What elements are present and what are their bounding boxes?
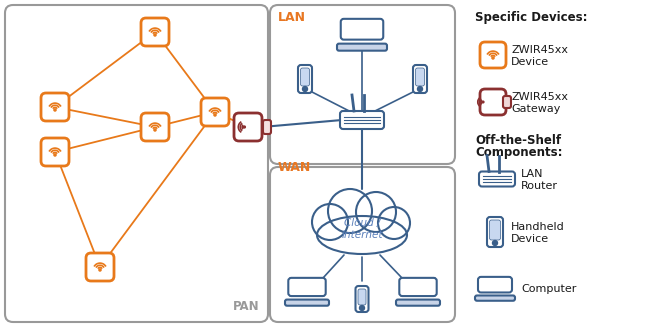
Circle shape xyxy=(378,207,410,239)
Circle shape xyxy=(54,154,56,156)
FancyBboxPatch shape xyxy=(479,171,515,186)
Ellipse shape xyxy=(317,216,407,254)
FancyBboxPatch shape xyxy=(489,220,501,240)
FancyBboxPatch shape xyxy=(478,277,512,292)
FancyBboxPatch shape xyxy=(5,5,268,322)
Circle shape xyxy=(214,114,216,116)
FancyBboxPatch shape xyxy=(396,300,440,306)
FancyBboxPatch shape xyxy=(41,93,69,121)
Text: WAN: WAN xyxy=(278,161,311,174)
Text: ZWIR45xx: ZWIR45xx xyxy=(511,45,568,55)
FancyBboxPatch shape xyxy=(300,68,309,86)
FancyBboxPatch shape xyxy=(86,253,114,281)
FancyBboxPatch shape xyxy=(475,296,515,301)
FancyBboxPatch shape xyxy=(270,5,455,164)
Circle shape xyxy=(357,193,395,231)
FancyBboxPatch shape xyxy=(141,113,169,141)
Circle shape xyxy=(154,34,156,36)
FancyBboxPatch shape xyxy=(355,286,369,312)
Circle shape xyxy=(493,240,497,246)
Circle shape xyxy=(329,190,371,232)
Text: Router: Router xyxy=(521,181,558,191)
Text: PAN: PAN xyxy=(233,300,260,313)
FancyBboxPatch shape xyxy=(141,18,169,46)
Ellipse shape xyxy=(318,217,406,253)
FancyBboxPatch shape xyxy=(341,19,383,40)
Text: Computer: Computer xyxy=(521,284,576,294)
Text: Components:: Components: xyxy=(475,146,562,159)
Circle shape xyxy=(359,305,365,311)
Circle shape xyxy=(492,57,494,59)
FancyBboxPatch shape xyxy=(298,65,312,93)
Circle shape xyxy=(99,269,101,271)
Circle shape xyxy=(54,109,56,111)
Text: LAN: LAN xyxy=(278,11,306,24)
FancyBboxPatch shape xyxy=(413,65,427,93)
Text: Device: Device xyxy=(511,57,549,67)
Text: Device: Device xyxy=(511,234,549,244)
FancyBboxPatch shape xyxy=(358,289,366,305)
Text: Handheld: Handheld xyxy=(511,222,565,232)
FancyBboxPatch shape xyxy=(263,120,271,134)
FancyBboxPatch shape xyxy=(480,42,506,68)
FancyBboxPatch shape xyxy=(285,300,329,306)
Circle shape xyxy=(312,204,348,240)
Circle shape xyxy=(417,87,422,92)
Text: ZWIR45xx: ZWIR45xx xyxy=(511,92,568,102)
Circle shape xyxy=(154,129,156,131)
Circle shape xyxy=(313,205,347,239)
FancyBboxPatch shape xyxy=(503,96,511,108)
Text: Cloud /
Internet: Cloud / Internet xyxy=(341,218,383,240)
FancyBboxPatch shape xyxy=(340,111,384,129)
Text: Off-the-Shelf: Off-the-Shelf xyxy=(475,134,561,147)
FancyBboxPatch shape xyxy=(270,167,455,322)
Text: LAN: LAN xyxy=(521,169,543,179)
FancyBboxPatch shape xyxy=(415,68,424,86)
Circle shape xyxy=(244,126,245,128)
FancyBboxPatch shape xyxy=(337,43,387,51)
FancyBboxPatch shape xyxy=(201,98,229,126)
FancyBboxPatch shape xyxy=(399,278,437,296)
Circle shape xyxy=(356,192,396,232)
FancyBboxPatch shape xyxy=(41,138,69,166)
FancyBboxPatch shape xyxy=(487,217,503,247)
FancyBboxPatch shape xyxy=(480,89,506,115)
Text: Gateway: Gateway xyxy=(511,104,560,114)
FancyBboxPatch shape xyxy=(288,278,326,296)
Circle shape xyxy=(302,87,307,92)
Circle shape xyxy=(482,101,484,103)
FancyBboxPatch shape xyxy=(234,113,262,141)
Circle shape xyxy=(328,189,372,233)
Circle shape xyxy=(379,208,409,238)
Text: Specific Devices:: Specific Devices: xyxy=(475,11,587,24)
